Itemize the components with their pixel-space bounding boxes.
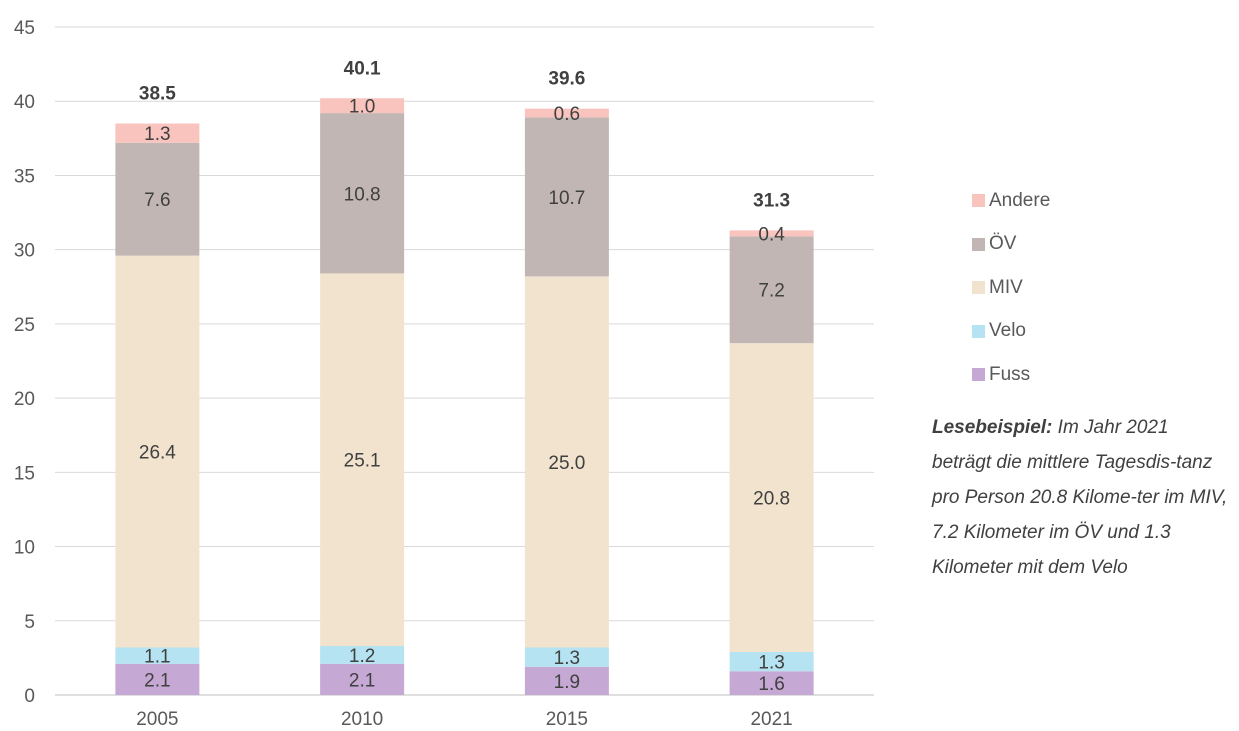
total-label: 38.5 xyxy=(139,83,176,104)
y-tick-label: 5 xyxy=(24,612,35,633)
y-tick-label: 15 xyxy=(14,463,35,484)
legend-label: Andere xyxy=(989,189,1051,211)
data-label: 26.4 xyxy=(139,443,176,464)
y-tick-label: 10 xyxy=(14,538,35,559)
legend-label: Velo xyxy=(989,320,1026,342)
bar-segment-öv xyxy=(524,117,609,277)
legend-item: ÖV xyxy=(972,223,1050,267)
legend-swatch xyxy=(972,324,985,338)
data-label: 7.2 xyxy=(758,281,784,302)
bar-segment-velo xyxy=(729,651,814,672)
y-tick-label: 30 xyxy=(14,241,35,262)
data-label: 1.3 xyxy=(758,653,784,674)
data-label: 25.0 xyxy=(548,453,585,474)
bar-segment-miv xyxy=(729,343,814,652)
bar-segment-andere xyxy=(524,108,609,118)
bar-segment-fuss xyxy=(729,671,814,695)
legend-swatch xyxy=(972,368,985,382)
y-tick-label: 25 xyxy=(14,315,35,336)
data-label: 1.9 xyxy=(554,672,580,693)
bar-segment-velo xyxy=(320,646,405,664)
legend-swatch xyxy=(972,281,985,295)
legend-item: Fuss xyxy=(972,353,1050,397)
bar-segment-andere xyxy=(320,98,405,114)
x-tick-label: 2005 xyxy=(136,709,178,730)
data-label: 2.1 xyxy=(144,670,170,691)
data-label: 7.6 xyxy=(144,190,170,211)
bar-segment-öv xyxy=(320,113,405,274)
y-tick-label: 0 xyxy=(24,686,35,707)
data-label: 1.3 xyxy=(554,648,580,669)
bar-segment-fuss xyxy=(320,663,405,695)
data-label: 1.2 xyxy=(349,646,375,667)
data-label: 1.6 xyxy=(758,674,784,695)
data-label: 25.1 xyxy=(344,451,381,472)
total-label: 40.1 xyxy=(344,58,381,79)
bar-segment-andere xyxy=(729,230,814,237)
bar-segment-velo xyxy=(524,647,609,667)
legend-label: MIV xyxy=(989,276,1023,298)
bar-segment-miv xyxy=(524,276,609,648)
data-label: 20.8 xyxy=(753,489,790,510)
bar-segment-öv xyxy=(115,142,200,256)
legend-item: MIV xyxy=(972,266,1050,310)
legend-item: Velo xyxy=(972,310,1050,354)
bar-segment-fuss xyxy=(115,663,200,695)
note-text: Im Jahr 2021 beträgt die mittlere Tagesd… xyxy=(932,417,1228,578)
reading-example-note: Lesebeispiel: Im Jahr 2021 beträgt die m… xyxy=(932,410,1232,585)
bar-segment-öv xyxy=(729,236,814,344)
bar-segment-miv xyxy=(320,273,405,647)
data-label: 1.0 xyxy=(349,97,375,118)
y-tick-label: 40 xyxy=(14,92,35,113)
total-label: 31.3 xyxy=(753,190,790,211)
bar-segment-fuss xyxy=(524,666,609,695)
legend-label: Fuss xyxy=(989,363,1031,385)
legend-swatch xyxy=(972,237,985,251)
x-tick-label: 2021 xyxy=(750,709,792,730)
legend-label: ÖV xyxy=(989,233,1017,255)
data-label: 0.6 xyxy=(554,104,580,125)
x-tick-label: 2010 xyxy=(341,709,383,730)
y-tick-label: 35 xyxy=(14,166,35,187)
y-tick-label: 20 xyxy=(14,389,35,410)
bar-segment-velo xyxy=(115,647,200,664)
bar-segment-andere xyxy=(115,123,200,143)
legend-swatch xyxy=(972,194,985,208)
x-tick-label: 2015 xyxy=(546,709,588,730)
legend-item: Andere xyxy=(972,179,1050,223)
data-label: 10.7 xyxy=(548,188,585,209)
legend: Andere ÖV MIV Velo Fuss xyxy=(972,179,1050,397)
y-tick-label: 45 xyxy=(14,18,35,39)
data-label: 1.3 xyxy=(144,124,170,145)
data-label: 2.1 xyxy=(349,670,375,691)
total-label: 39.6 xyxy=(548,69,585,90)
data-label: 0.4 xyxy=(758,224,785,245)
note-lead: Lesebeispiel: xyxy=(932,417,1053,438)
bar-segment-miv xyxy=(115,255,200,648)
data-label: 10.8 xyxy=(344,184,381,205)
data-label: 1.1 xyxy=(144,647,170,668)
